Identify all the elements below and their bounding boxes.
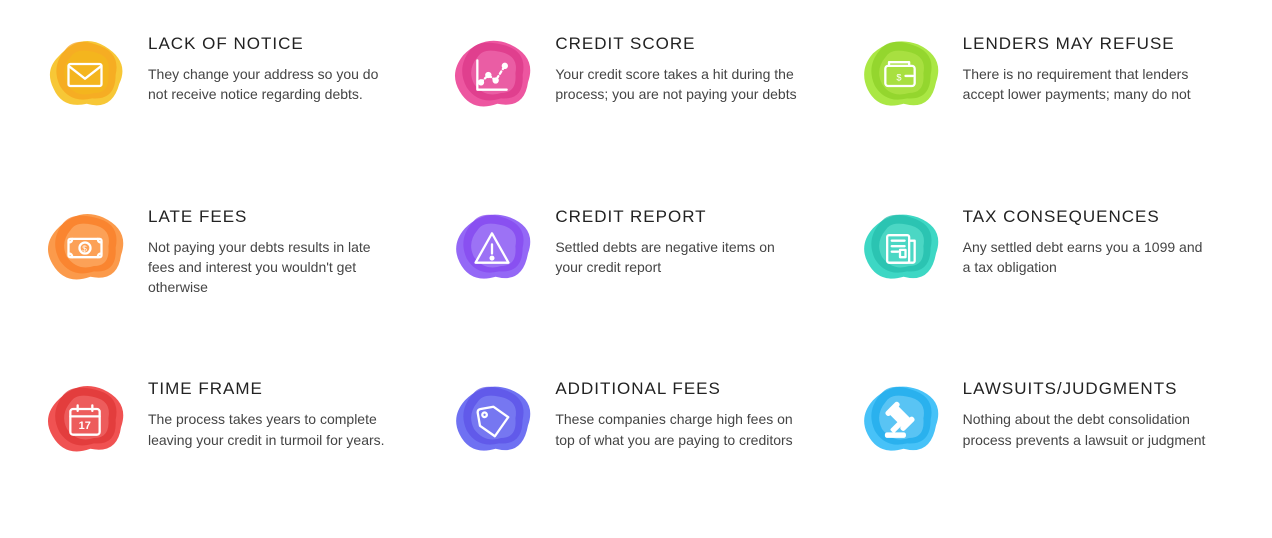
envelope-icon xyxy=(63,53,107,97)
splash-late-fees: $ xyxy=(40,203,130,293)
splash-lenders: $ xyxy=(855,30,945,120)
card-lenders-may-refuse: $ LENDERS MAY REFUSE There is no require… xyxy=(855,30,1232,163)
card-body: Nothing about the debt consolidation pro… xyxy=(963,409,1213,450)
money-bill-icon: $ xyxy=(63,226,107,270)
splash-time-frame: 17 xyxy=(40,375,130,465)
card-title: CREDIT REPORT xyxy=(555,207,824,227)
card-time-frame: 17 TIME FRAME The process takes years to… xyxy=(40,375,417,508)
splash-credit-report xyxy=(447,203,537,293)
card-body: Settled debts are negative items on your… xyxy=(555,237,805,278)
svg-text:17: 17 xyxy=(79,420,91,432)
card-lack-of-notice: LACK OF NOTICE They change your address … xyxy=(40,30,417,163)
card-title: LACK OF NOTICE xyxy=(148,34,417,54)
card-text: LENDERS MAY REFUSE There is no requireme… xyxy=(963,30,1232,105)
card-body: Your credit score takes a hit during the… xyxy=(555,64,805,105)
card-tax-consequences: TAX CONSEQUENCES Any settled debt earns … xyxy=(855,203,1232,336)
card-text: TAX CONSEQUENCES Any settled debt earns … xyxy=(963,203,1232,278)
splash-tax xyxy=(855,203,945,293)
card-title: TAX CONSEQUENCES xyxy=(963,207,1232,227)
card-body: Not paying your debts results in late fe… xyxy=(148,237,398,298)
card-additional-fees: ADDITIONAL FEES These companies charge h… xyxy=(447,375,824,508)
card-title: LAWSUITS/JUDGMENTS xyxy=(963,379,1232,399)
infographic-grid: LACK OF NOTICE They change your address … xyxy=(40,30,1232,508)
wallet-icon: $ xyxy=(878,53,922,97)
card-body: There is no requirement that lenders acc… xyxy=(963,64,1213,105)
warning-triangle-icon xyxy=(470,226,514,270)
card-credit-report: CREDIT REPORT Settled debts are negative… xyxy=(447,203,824,336)
newspaper-icon xyxy=(878,226,922,270)
card-title: CREDIT SCORE xyxy=(555,34,824,54)
chart-line-icon xyxy=(470,53,514,97)
card-text: TIME FRAME The process takes years to co… xyxy=(148,375,417,450)
splash-additional-fees xyxy=(447,375,537,465)
card-text: ADDITIONAL FEES These companies charge h… xyxy=(555,375,824,450)
card-title: TIME FRAME xyxy=(148,379,417,399)
price-tag-icon xyxy=(470,398,514,442)
card-text: LACK OF NOTICE They change your address … xyxy=(148,30,417,105)
splash-lawsuits xyxy=(855,375,945,465)
card-title: LATE FEES xyxy=(148,207,417,227)
card-title: LENDERS MAY REFUSE xyxy=(963,34,1232,54)
card-lawsuits: LAWSUITS/JUDGMENTS Nothing about the deb… xyxy=(855,375,1232,508)
card-text: LATE FEES Not paying your debts results … xyxy=(148,203,417,298)
card-text: LAWSUITS/JUDGMENTS Nothing about the deb… xyxy=(963,375,1232,450)
card-title: ADDITIONAL FEES xyxy=(555,379,824,399)
card-text: CREDIT REPORT Settled debts are negative… xyxy=(555,203,824,278)
card-text: CREDIT SCORE Your credit score takes a h… xyxy=(555,30,824,105)
card-body: The process takes years to complete leav… xyxy=(148,409,398,450)
svg-text:$: $ xyxy=(82,244,87,253)
card-body: They change your address so you do not r… xyxy=(148,64,398,105)
gavel-icon xyxy=(878,398,922,442)
card-credit-score: CREDIT SCORE Your credit score takes a h… xyxy=(447,30,824,163)
calendar-icon: 17 xyxy=(63,398,107,442)
card-late-fees: $ LATE FEES Not paying your debts result… xyxy=(40,203,417,336)
splash-credit-score xyxy=(447,30,537,120)
card-body: Any settled debt earns you a 1099 and a … xyxy=(963,237,1213,278)
card-body: These companies charge high fees on top … xyxy=(555,409,805,450)
svg-text:$: $ xyxy=(896,73,901,83)
splash-lack-of-notice xyxy=(40,30,130,120)
